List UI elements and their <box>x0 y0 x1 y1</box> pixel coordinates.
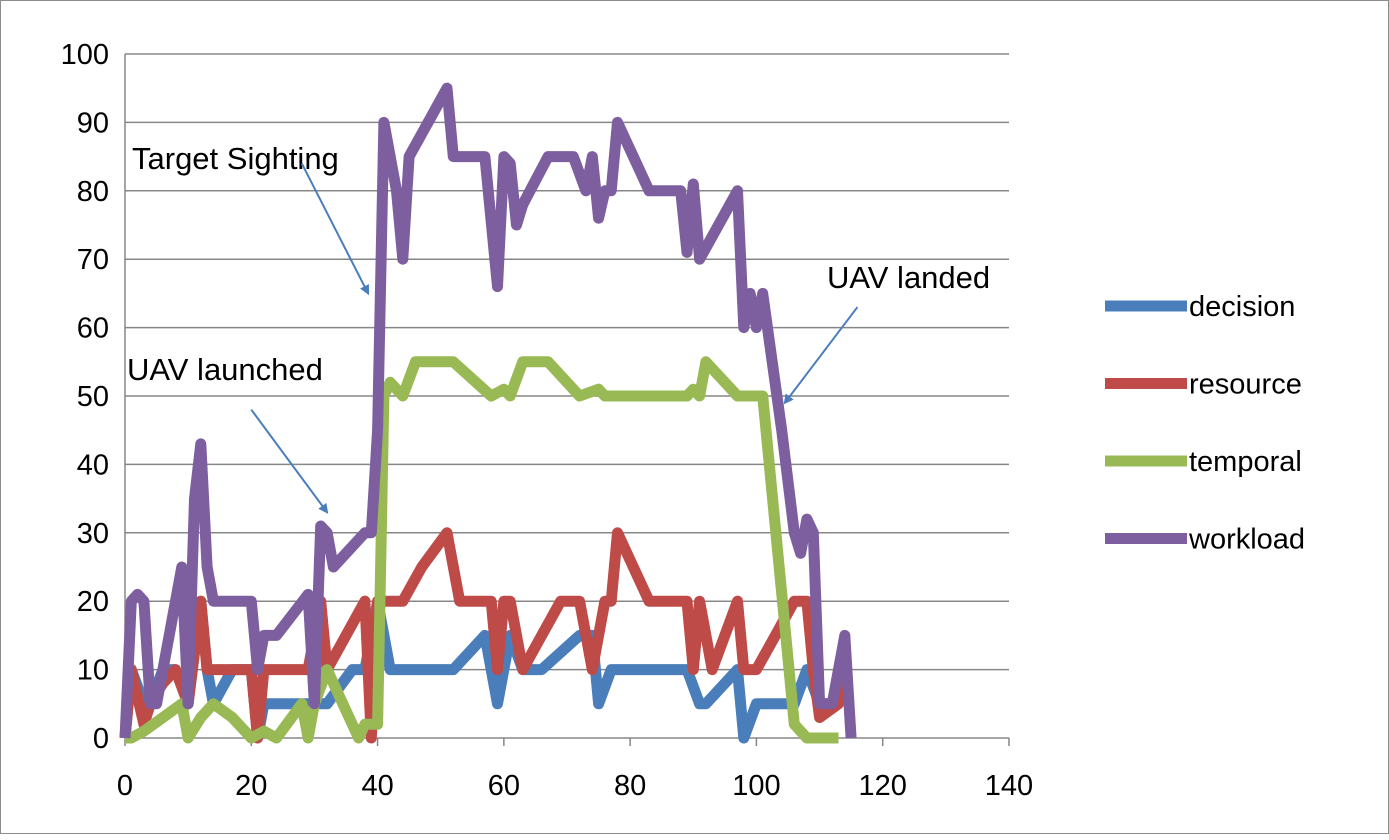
gridlines <box>125 53 1009 671</box>
legend-label-resource: resource <box>1189 369 1302 401</box>
y-tick-label: 70 <box>77 244 109 276</box>
legend-label-temporal: temporal <box>1189 446 1302 478</box>
axes: 0 10 20 30 40 50 60 70 80 90 100 0 20 40 60 80 100 120 140 <box>61 39 1034 802</box>
series-line-workload <box>119 82 857 739</box>
x-tick-label: 100 <box>732 770 780 802</box>
legend-label-decision: decision <box>1189 291 1295 323</box>
annotation-label-target-sighting: Target Sighting <box>132 141 339 176</box>
series-line-resource <box>119 527 851 744</box>
legend-label-workload: workload <box>1188 524 1305 556</box>
x-tick-label: 120 <box>859 770 907 802</box>
annotation-label-uav-landed: UAV landed <box>827 260 990 295</box>
y-tick-label: 40 <box>77 449 109 481</box>
y-tick-label: 20 <box>77 586 109 618</box>
x-tick-label: 60 <box>488 770 520 802</box>
annotations: Target Sighting UAV launched UAV landed <box>127 141 990 514</box>
annotation-label-uav-launched: UAV launched <box>127 352 323 387</box>
annotation-arrow-uav-launched <box>250 409 329 514</box>
x-tick-label: 40 <box>361 770 393 802</box>
y-tick-label: 50 <box>77 381 109 413</box>
y-tick-label: 100 <box>61 39 109 71</box>
y-tick-label: 60 <box>77 313 109 345</box>
x-tick-label: 0 <box>117 770 133 802</box>
x-tick-label: 140 <box>985 770 1033 802</box>
x-tick-label: 80 <box>614 770 646 802</box>
x-tick-label: 20 <box>235 770 267 802</box>
series-line-temporal <box>125 356 839 744</box>
legend: decision resource temporal workload <box>1105 291 1305 556</box>
annotation-arrow-uav-landed <box>783 306 859 405</box>
series-lines <box>119 82 857 744</box>
y-tick-label: 0 <box>93 723 109 755</box>
y-tick-label: 10 <box>77 655 109 687</box>
y-tick-label: 30 <box>77 518 109 550</box>
annotation-arrow-target-sighting <box>300 162 370 296</box>
y-tick-label: 90 <box>77 107 109 139</box>
y-tick-label: 80 <box>77 176 109 208</box>
